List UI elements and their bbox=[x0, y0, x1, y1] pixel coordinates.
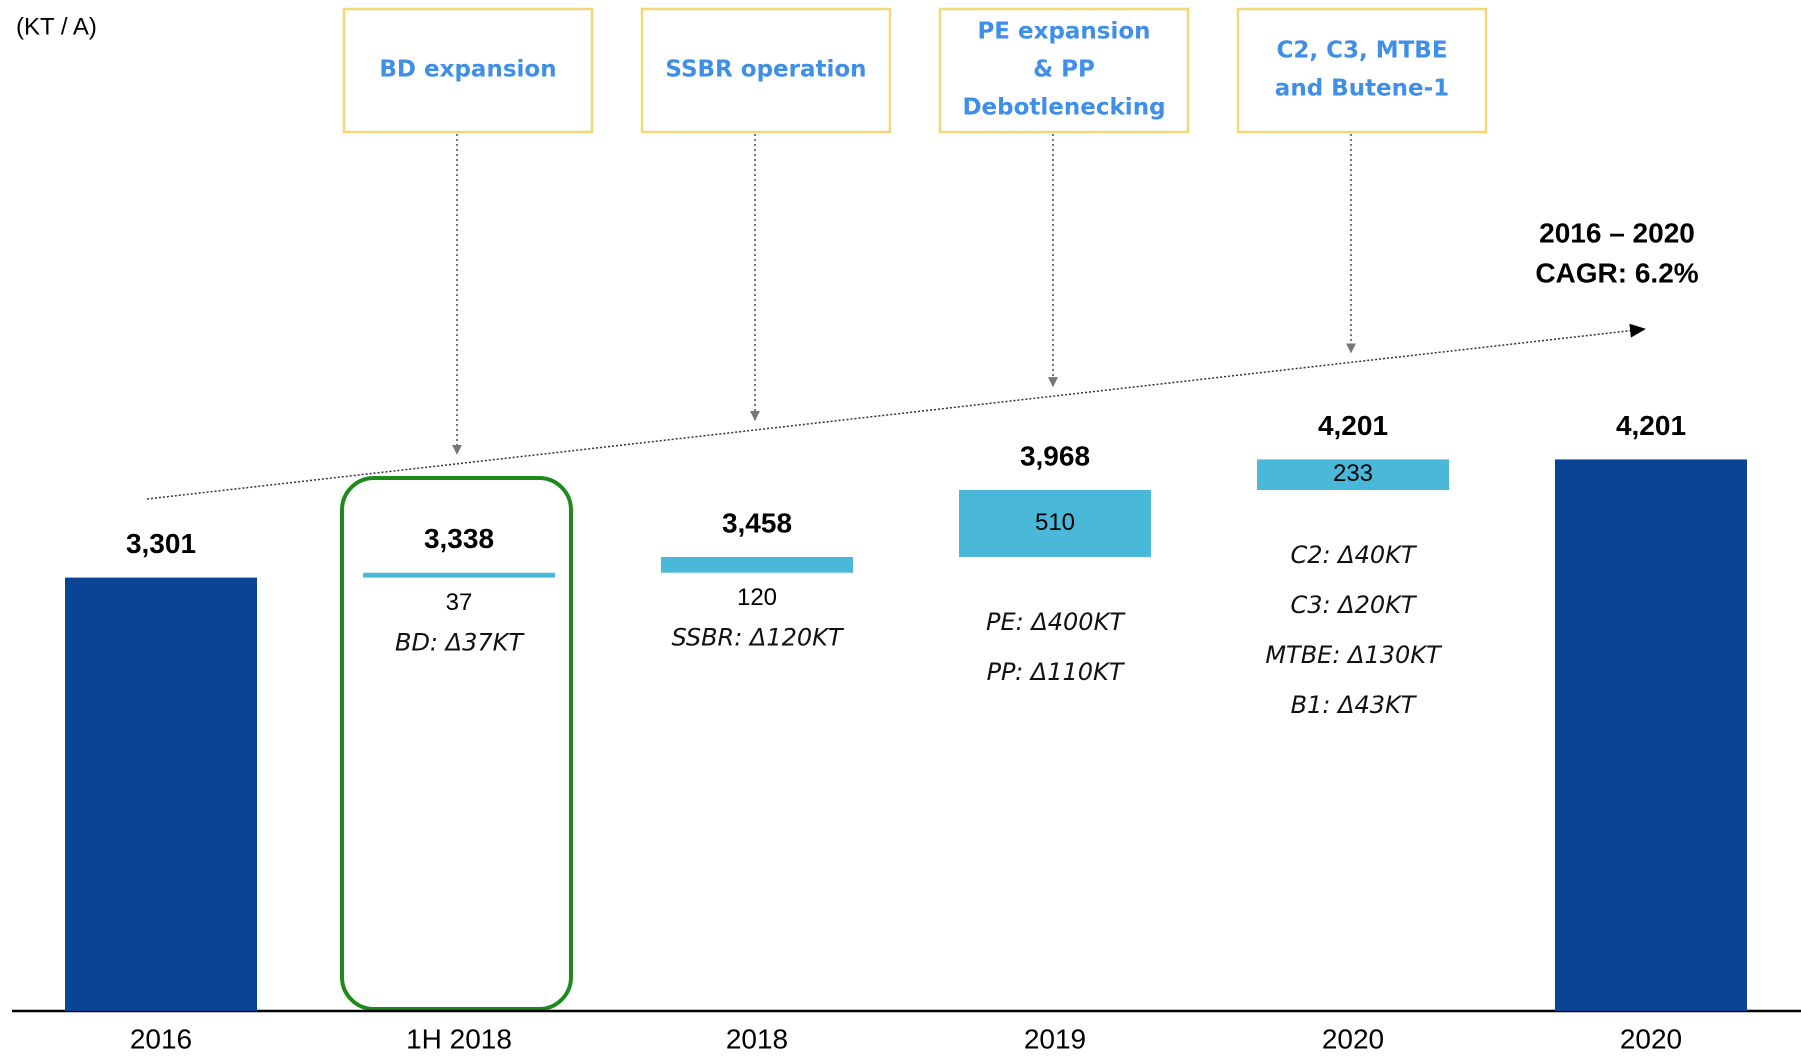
note: BD: Δ37KT bbox=[395, 629, 525, 657]
total-label: 4,201 bbox=[1616, 410, 1686, 441]
x-tick-label: 2019 bbox=[1024, 1023, 1086, 1054]
callout-text: & PP bbox=[1033, 57, 1095, 83]
x-tick-label: 1H 2018 bbox=[406, 1023, 512, 1054]
callout-text: PE expansion bbox=[977, 19, 1150, 45]
note: SSBR: Δ120KT bbox=[671, 624, 844, 652]
note: C3: Δ20KT bbox=[1290, 591, 1417, 619]
note: MTBE: Δ130KT bbox=[1265, 641, 1443, 669]
highlight-box bbox=[340, 476, 573, 1011]
cagr-label: CAGR: 6.2% bbox=[1535, 257, 1698, 288]
note: B1: Δ43KT bbox=[1291, 691, 1418, 719]
increase-bar bbox=[959, 490, 1151, 557]
note: PP: Δ110KT bbox=[987, 658, 1126, 686]
callout-text: Debotlenecking bbox=[962, 95, 1165, 121]
increase-bar bbox=[363, 572, 555, 578]
cagr-label: 2016 – 2020 bbox=[1539, 217, 1695, 248]
total-label: 3,301 bbox=[126, 528, 196, 559]
total-label: 3,458 bbox=[722, 507, 792, 538]
callout-box bbox=[640, 7, 892, 134]
note: PE: Δ400KT bbox=[986, 608, 1126, 636]
increase-bar bbox=[1257, 459, 1449, 491]
total-label: 3,338 bbox=[424, 523, 494, 554]
value-label: 233 bbox=[1333, 460, 1373, 487]
total-bar bbox=[1555, 459, 1747, 1011]
unit-label: (KT / A) bbox=[16, 13, 97, 40]
callout-text: SSBR operation bbox=[665, 57, 866, 83]
value-label: 120 bbox=[737, 584, 777, 611]
trend-arrow bbox=[146, 323, 1646, 500]
callout-box bbox=[938, 7, 1190, 134]
x-tick-label: 2020 bbox=[1620, 1023, 1682, 1054]
callout-box bbox=[1236, 7, 1488, 134]
increase-bar bbox=[661, 556, 853, 573]
x-tick-label: 2018 bbox=[726, 1023, 788, 1054]
total-bar bbox=[65, 577, 257, 1011]
note: C2: Δ40KT bbox=[1290, 541, 1417, 569]
x-tick-label: 2020 bbox=[1322, 1023, 1384, 1054]
value-label: 510 bbox=[1035, 509, 1075, 536]
callout-text: BD expansion bbox=[379, 57, 556, 83]
x-tick-label: 2016 bbox=[130, 1023, 192, 1054]
callout-text: C2, C3, MTBE bbox=[1276, 38, 1447, 64]
callout-text: and Butene-1 bbox=[1275, 76, 1449, 102]
callout-box bbox=[342, 7, 594, 134]
total-label: 4,201 bbox=[1318, 410, 1388, 441]
value-label: 37 bbox=[446, 589, 473, 616]
total-label: 3,968 bbox=[1020, 440, 1090, 471]
